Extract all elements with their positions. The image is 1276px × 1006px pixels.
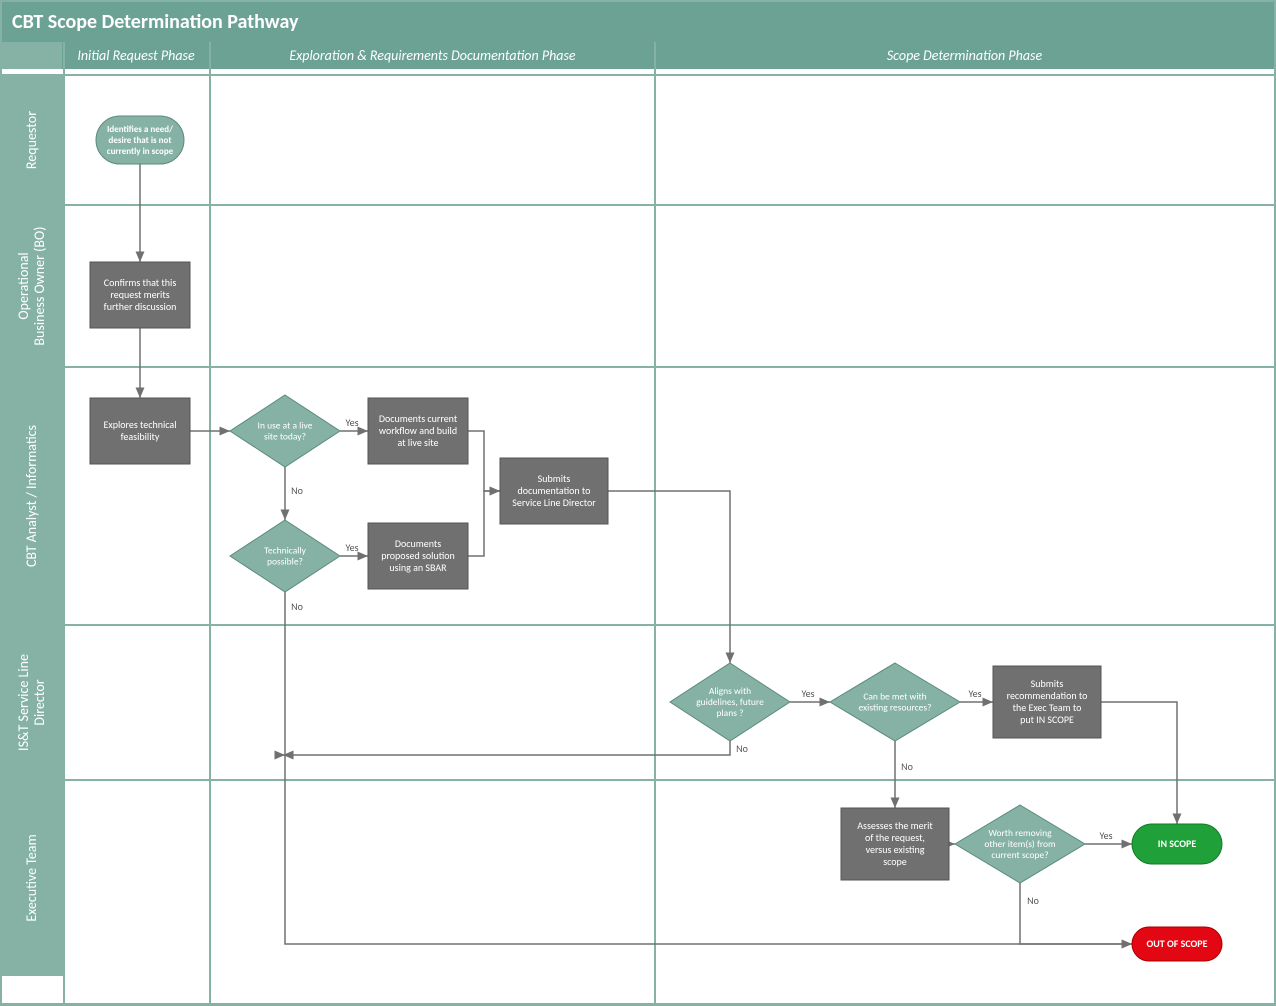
node-n12: Assesses the meritof the request,versus … (841, 808, 949, 880)
node-n6: Technicallypossible? (230, 520, 340, 592)
node-n14: IN SCOPE (1132, 824, 1222, 864)
svg-text:Business Owner (BO): Business Owner (BO) (31, 226, 48, 345)
node-n9: Aligns withguidelines, futureplans ? (670, 663, 790, 741)
svg-text:feasibility: feasibility (121, 430, 160, 443)
svg-text:OUT OF SCOPE: OUT OF SCOPE (1146, 937, 1207, 950)
node-n8: Submitsdocumentation toService Line Dire… (500, 458, 608, 524)
svg-text:further discussion: further discussion (104, 300, 177, 313)
node-n15: OUT OF SCOPE (1132, 927, 1222, 961)
svg-text:No: No (291, 484, 303, 497)
svg-text:No: No (1027, 894, 1039, 907)
svg-text:Executive Team: Executive Team (23, 834, 40, 921)
svg-text:No: No (736, 742, 748, 755)
svg-text:Yes: Yes (801, 687, 814, 700)
svg-text:Yes: Yes (345, 541, 358, 554)
svg-text:Operational: Operational (15, 252, 32, 319)
svg-text:Exploration & Requirements Doc: Exploration & Requirements Documentation… (289, 47, 576, 64)
svg-text:CBT Scope Determination Pathwa: CBT Scope Determination Pathway (12, 10, 299, 34)
svg-text:No: No (901, 760, 913, 773)
svg-text:IS&T Service Line: IS&T Service Line (15, 654, 32, 751)
svg-text:at live site: at live site (398, 436, 439, 449)
svg-text:desire that is not: desire that is not (109, 135, 172, 146)
svg-text:current scope?: current scope? (991, 849, 1048, 861)
node-n5: Documents currentworkflow and buildat li… (368, 398, 468, 464)
flow-edge (283, 741, 730, 755)
svg-text:No: No (291, 600, 303, 613)
svg-text:Scope Determination Phase: Scope Determination Phase (887, 47, 1043, 64)
node-n4: In use at a livesite today? (230, 395, 340, 467)
flow-edge (1101, 702, 1177, 824)
svg-text:using an SBAR: using an SBAR (389, 561, 447, 574)
svg-text:Director: Director (31, 679, 48, 725)
node-n11: Submitsrecommendation tothe Exec Team to… (993, 666, 1101, 738)
node-n1: Identifies a need/desire that is notcurr… (96, 116, 184, 164)
svg-text:site today?: site today? (264, 431, 306, 443)
node-n13: Worth removingother item(s) fromcurrent … (955, 805, 1085, 883)
svg-text:currently in scope: currently in scope (107, 146, 174, 157)
svg-text:CBT Analyst / Informatics: CBT Analyst / Informatics (23, 425, 40, 567)
svg-text:Service Line Director: Service Line Director (512, 496, 596, 509)
svg-text:Identifies a need/: Identifies a need/ (107, 124, 173, 135)
node-n3: Explores technicalfeasibility (90, 398, 190, 464)
flow-edge (468, 491, 500, 556)
node-n7: Documentsproposed solutionusing an SBAR (368, 523, 468, 589)
svg-text:IN SCOPE: IN SCOPE (1158, 837, 1197, 850)
flow-edge (285, 592, 1132, 944)
svg-text:put IN SCOPE: put IN SCOPE (1020, 713, 1074, 726)
svg-text:Yes: Yes (1099, 829, 1112, 842)
flow-edge (1020, 883, 1132, 944)
node-n10: Can be met withexisting resources? (830, 663, 960, 741)
svg-text:Requestor: Requestor (23, 111, 40, 169)
flow-edge (468, 431, 500, 491)
node-n2: Confirms that thisrequest meritsfurther … (90, 262, 190, 328)
svg-text:Initial Request Phase: Initial Request Phase (77, 47, 195, 64)
svg-text:plans ?: plans ? (717, 707, 744, 719)
svg-text:existing resources?: existing resources? (858, 702, 931, 714)
svg-text:scope: scope (883, 855, 907, 868)
svg-text:Yes: Yes (968, 687, 981, 700)
svg-text:Yes: Yes (345, 416, 358, 429)
svg-text:possible?: possible? (267, 556, 303, 568)
flowchart: CBT Scope Determination Pathway Initial R… (0, 0, 1276, 1006)
flow-edge (608, 491, 730, 663)
